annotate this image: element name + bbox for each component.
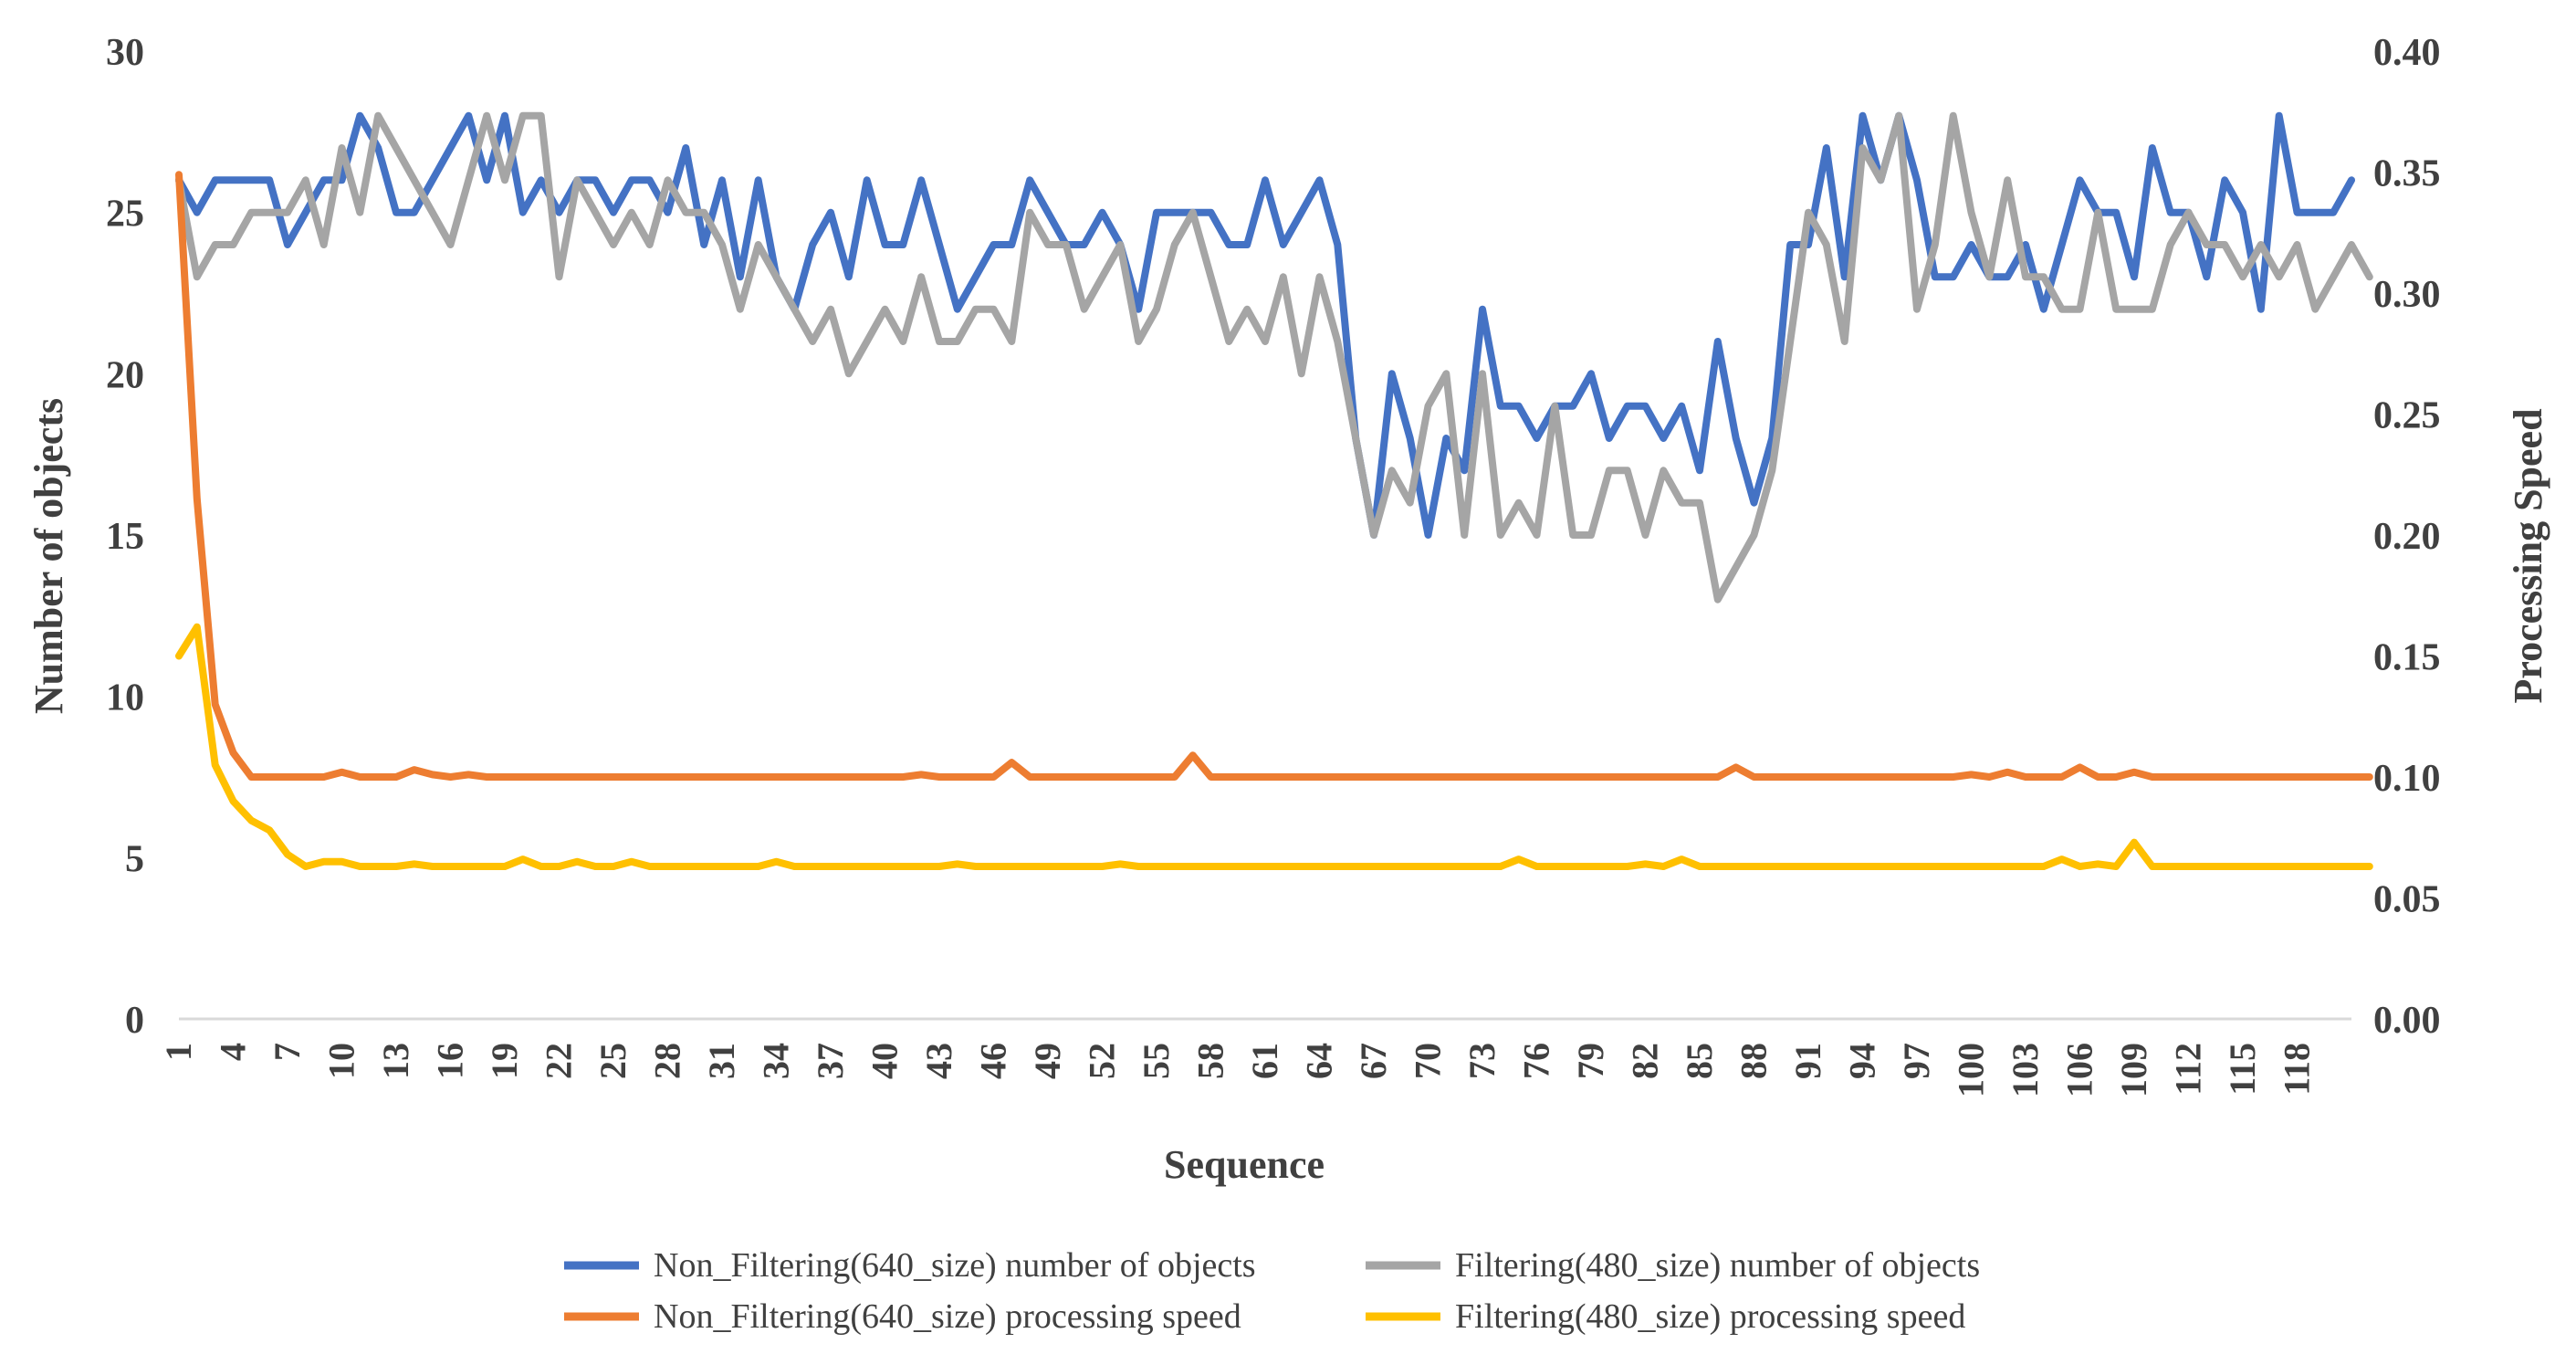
y-axis-left-ticks: 0 5 10 15 20 25 30: [106, 32, 144, 1042]
y-axis-left-title: Number of objects: [26, 398, 71, 714]
y-right-tick-label: 0.25: [2373, 395, 2441, 437]
x-axis-ticks: 1 4 7 10 13 16 19 22 25 28 31 34 37 40 43 46 49 52 55 58 61 6…: [158, 1043, 2318, 1097]
y-right-tick-label: 0.00: [2373, 1000, 2441, 1042]
legend-label-3: Filtering(480_size) processing speed: [1455, 1297, 1965, 1336]
legend-entry-2: Non_Filtering(640_size) processing speed: [564, 1297, 1241, 1336]
x-tick-label: 46: [973, 1043, 1014, 1079]
y-left-tick-label: 10: [106, 677, 144, 719]
series-lines: [175, 111, 2373, 870]
legend-entry-0: Non_Filtering(640_size) number of object…: [564, 1246, 1256, 1285]
y-right-tick-label: 0.15: [2373, 637, 2441, 679]
y-left-tick-label: 20: [106, 354, 144, 396]
x-axis-title: Sequence: [1164, 1142, 1325, 1187]
x-tick-label: 61: [1244, 1043, 1285, 1079]
series-line-1: [175, 111, 2373, 604]
legend-entry-3: Filtering(480_size) processing speed: [1366, 1297, 1965, 1336]
y-right-tick-label: 0.40: [2373, 32, 2441, 74]
x-tick-label: 31: [701, 1043, 742, 1079]
x-tick-label: 70: [1408, 1043, 1449, 1079]
y-left-tick-label: 15: [106, 516, 144, 558]
legend-label-2: Non_Filtering(640_size) processing speed: [654, 1297, 1241, 1336]
x-tick-label: 76: [1516, 1043, 1557, 1079]
series-line-2: [175, 171, 2373, 781]
x-tick-label: 58: [1190, 1043, 1231, 1079]
x-tick-label: 109: [2113, 1043, 2154, 1097]
x-tick-label: 97: [1896, 1043, 1937, 1079]
x-tick-label: 22: [539, 1043, 580, 1079]
x-tick-label: 4: [213, 1043, 254, 1061]
x-tick-label: 16: [430, 1043, 471, 1079]
y-right-tick-label: 0.30: [2373, 274, 2441, 316]
y-right-tick-label: 0.35: [2373, 153, 2441, 195]
x-tick-label: 106: [2059, 1043, 2100, 1097]
x-tick-label: 100: [1951, 1043, 1992, 1097]
x-tick-label: 28: [647, 1043, 688, 1079]
x-tick-label: 91: [1787, 1043, 1828, 1079]
x-tick-label: 103: [2005, 1043, 2046, 1097]
x-tick-label: 13: [375, 1043, 416, 1079]
x-tick-label: 10: [321, 1043, 362, 1079]
y-right-tick-label: 0.05: [2373, 879, 2441, 921]
x-tick-label: 73: [1461, 1043, 1503, 1079]
x-tick-label: 79: [1570, 1043, 1611, 1079]
x-tick-label: 88: [1733, 1043, 1775, 1079]
series-line-3: [175, 623, 2373, 870]
x-tick-label: 52: [1082, 1043, 1123, 1079]
x-tick-label: 85: [1679, 1043, 1720, 1079]
legend-entry-1: Filtering(480_size) number of objects: [1366, 1246, 1980, 1285]
x-tick-label: 118: [2277, 1043, 2318, 1096]
x-tick-label: 37: [810, 1043, 851, 1079]
y-axis-right-ticks: 0.00 0.05 0.10 0.15 0.20 0.25 0.30 0.35 0.40: [2373, 32, 2441, 1042]
y-left-tick-label: 5: [125, 838, 144, 880]
x-tick-label: 49: [1027, 1043, 1068, 1079]
legend-label-1: Filtering(480_size) number of objects: [1455, 1246, 1980, 1285]
x-tick-label: 82: [1625, 1043, 1666, 1079]
y-left-tick-label: 0: [125, 1000, 144, 1042]
x-tick-label: 1: [158, 1043, 199, 1061]
x-tick-label: 64: [1299, 1043, 1340, 1079]
x-tick-label: 55: [1136, 1043, 1177, 1079]
x-tick-label: 7: [267, 1043, 308, 1061]
x-tick-label: 94: [1842, 1043, 1883, 1079]
x-tick-label: 67: [1353, 1043, 1394, 1079]
x-tick-label: 40: [864, 1043, 906, 1079]
y-right-tick-label: 0.20: [2373, 516, 2441, 558]
y-left-tick-label: 25: [106, 194, 144, 236]
x-tick-label: 43: [918, 1043, 959, 1079]
x-tick-label: 19: [484, 1043, 525, 1079]
y-left-tick-label: 30: [106, 32, 144, 74]
y-right-tick-label: 0.10: [2373, 758, 2441, 800]
x-tick-label: 115: [2222, 1043, 2263, 1096]
legend-label-0: Non_Filtering(640_size) number of object…: [654, 1246, 1256, 1285]
x-tick-label: 112: [2168, 1043, 2209, 1096]
legend: Non_Filtering(640_size) number of object…: [564, 1246, 1980, 1336]
x-tick-label: 25: [592, 1043, 634, 1079]
y-axis-right-title: Processing Speed: [2506, 408, 2550, 703]
x-tick-label: 34: [756, 1043, 797, 1079]
